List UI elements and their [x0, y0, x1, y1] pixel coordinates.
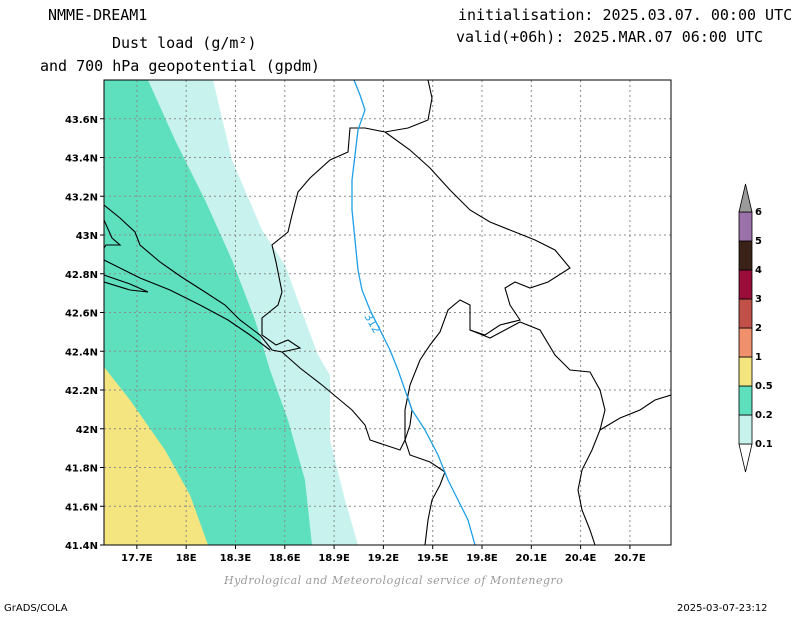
lat-tick-label: 42.8N — [65, 270, 98, 281]
lat-tick-label: 43N — [76, 231, 98, 242]
colorbar: 0.1 0.2 0.5 1 2 3 4 5 6 — [738, 183, 773, 473]
lat-tick-label: 43.4N — [65, 154, 98, 165]
colorbar-swatch — [738, 414, 753, 445]
colorbar-label: 3 — [755, 294, 762, 305]
agency-credit: Hydrological and Meteorological service … — [224, 574, 564, 587]
colorbar-label: 5 — [755, 236, 762, 247]
albania-border — [469, 321, 606, 545]
colorbar-swatch — [738, 269, 753, 300]
lon-tick-label: 18.3E — [220, 553, 252, 564]
lat-tick-label: 41.6N — [65, 502, 98, 513]
software-credit: GrADS/COLA — [4, 603, 68, 614]
macedonia-border — [599, 394, 671, 431]
lat-tick-label: 41.4N — [65, 541, 98, 552]
lat-tick-label: 43.6N — [65, 115, 98, 126]
lon-tick-label: 20.4E — [565, 553, 597, 564]
lat-tick-label: 42.4N — [65, 347, 98, 358]
lon-tick-label: 19.8E — [466, 553, 498, 564]
lat-tick-label: 43.2N — [65, 192, 98, 203]
lat-tick-label: 42.6N — [65, 309, 98, 320]
colorbar-label: 2 — [755, 323, 762, 334]
lon-tick-label: 20.1E — [516, 553, 548, 564]
lon-tick-label: 18E — [176, 553, 197, 564]
colorbar-swatch — [738, 211, 753, 242]
map-title-line-2: and 700 hPa geopotential (gpdm) — [40, 57, 320, 75]
adriatic-coast — [104, 80, 433, 353]
map-title-line-1: Dust load (g/m²) — [112, 34, 257, 52]
colorbar-label: 4 — [755, 265, 762, 276]
colorbar-label: 6 — [755, 207, 762, 218]
longitude-ticks: 17.7E 18E 18.3E 18.6E 18.9E 19.2E 19.5E 19.8E 20… — [121, 545, 646, 564]
lon-tick-label: 19.5E — [417, 553, 449, 564]
colorbar-swatch — [738, 298, 753, 329]
lon-tick-label: 20.7E — [614, 553, 646, 564]
montenegro-coast — [281, 351, 413, 451]
initialisation-time: initialisation: 2025.03.07. 00:00 UTC — [458, 6, 793, 24]
colorbar-upper-extension — [738, 183, 753, 213]
inland-border-1 — [104, 219, 122, 249]
island-1 — [104, 274, 149, 293]
lon-tick-label: 18.9E — [318, 553, 350, 564]
map-plot-area: 312 — [104, 80, 671, 545]
dust-band-0.5 — [104, 367, 208, 545]
valid-time: valid(+06h): 2025.MAR.07 06:00 UTC — [456, 28, 764, 46]
generation-timestamp: 2025-03-07-23:12 — [677, 603, 768, 614]
lat-tick-label: 42.2N — [65, 386, 98, 397]
montenegro-border — [384, 131, 571, 411]
colorbar-label: 0.5 — [755, 381, 773, 392]
coastline-borders — [104, 80, 671, 545]
colorbar-lower-extension — [738, 443, 753, 473]
lat-tick-label: 41.8N — [65, 464, 98, 475]
colorbar-swatch — [738, 356, 753, 387]
colorbar-label: 0.1 — [755, 439, 773, 450]
model-name: NMME-DREAM1 — [48, 6, 148, 24]
lon-tick-label: 18.6E — [269, 553, 301, 564]
colorbar-swatch — [738, 385, 753, 416]
colorbar-swatch — [738, 240, 753, 271]
latitude-ticks: 43.6N 43.4N 43.2N 43N 42.8N 42.6N 42.4N 42.2N 42… — [65, 115, 104, 552]
peljesac — [104, 259, 271, 351]
lat-tick-label: 42N — [76, 425, 98, 436]
colorbar-swatch — [738, 327, 753, 358]
colorbar-label: 1 — [755, 352, 762, 363]
lon-tick-label: 19.2E — [368, 553, 400, 564]
colorbar-label: 0.2 — [755, 410, 773, 421]
lon-tick-label: 17.7E — [121, 553, 153, 564]
geopotential-contour-312 — [351, 80, 476, 545]
